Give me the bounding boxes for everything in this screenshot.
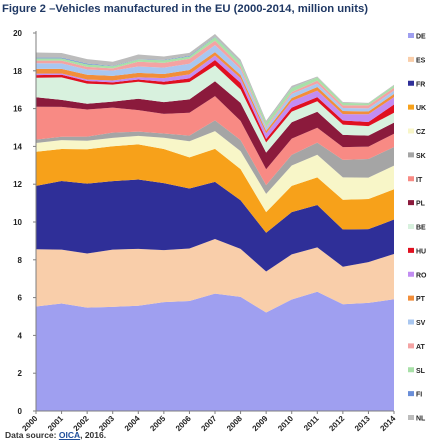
x-tick-label: 2013	[353, 414, 372, 433]
x-tick-label: 2010	[276, 414, 295, 433]
legend-label-fi: FI	[416, 392, 422, 399]
legend-swatch-ro	[408, 271, 414, 277]
legend-label-sv: SV	[416, 320, 426, 327]
x-tick-label: 2011	[302, 414, 321, 433]
legend-swatch-sl	[408, 367, 414, 373]
data-source-note: Data source: OICA, 2016.	[5, 430, 106, 440]
legend-label-hu: HU	[416, 248, 426, 255]
y-tick-label: 4	[18, 331, 23, 340]
legend-label-at: AT	[416, 344, 426, 351]
area-series-be	[36, 65, 394, 153]
legend-label-sl: SL	[416, 368, 426, 375]
source-prefix: Data source:	[5, 430, 59, 440]
x-tick-label: 2007	[199, 414, 218, 433]
y-tick-label: 0	[18, 407, 23, 416]
legend-label-be: BE	[416, 225, 426, 232]
legend-label-nl: NL	[416, 416, 426, 423]
area-series-uk	[36, 144, 394, 233]
legend-swatch-nl	[408, 415, 414, 420]
legend-swatch-fi	[408, 391, 414, 397]
legend-swatch-fr	[408, 80, 414, 86]
source-suffix: , 2016.	[80, 430, 107, 440]
x-tick-label: 2014	[378, 414, 397, 433]
legend-swatch-at	[408, 343, 414, 349]
legend-swatch-pt	[408, 295, 414, 301]
x-tick-label: 2005	[148, 414, 167, 433]
area-series-pl	[36, 81, 394, 170]
legend-swatch-sv	[408, 319, 414, 325]
area-series-sk	[36, 120, 394, 194]
legend-label-de: DE	[416, 34, 426, 41]
x-tick-label: 2009	[251, 414, 270, 433]
y-tick-label: 16	[13, 105, 22, 114]
legend-label-sk: SK	[416, 153, 426, 160]
y-tick-label: 10	[13, 218, 22, 227]
x-tick-label: 2006	[174, 414, 193, 433]
area-series-de	[36, 291, 394, 411]
area-series-es	[36, 239, 394, 313]
x-tick-label: 2008	[225, 414, 244, 433]
legend-swatch-be	[408, 224, 414, 229]
legend-label-it: IT	[416, 177, 423, 184]
legend-swatch-es	[408, 56, 414, 62]
y-tick-label: 12	[13, 180, 22, 189]
legend-label-es: ES	[416, 57, 426, 64]
legend-swatch-it	[408, 176, 414, 182]
legend-label-pl: PL	[416, 201, 426, 208]
legend-label-ro: RO	[416, 272, 427, 279]
x-tick-label: 2004	[123, 414, 142, 433]
legend-label-pt: PT	[416, 296, 426, 303]
area-series-fr	[36, 179, 394, 272]
legend-swatch-uk	[408, 104, 414, 110]
y-tick-label: 6	[18, 294, 23, 303]
legend-swatch-de	[408, 33, 414, 38]
area-layer	[36, 33, 394, 411]
y-tick-label: 14	[13, 142, 22, 151]
y-tick-label: 2	[18, 369, 23, 378]
x-tick-label: 2012	[327, 414, 346, 433]
source-link[interactable]: OICA	[58, 430, 81, 440]
y-tick-label: 18	[13, 67, 22, 76]
legend-label-fr: FR	[416, 81, 425, 88]
area-series-ro	[36, 55, 394, 140]
area-series-it	[36, 96, 394, 186]
legend-swatch-hu	[408, 247, 414, 253]
legend-swatch-sk	[408, 152, 414, 158]
area-series-cz	[36, 131, 394, 213]
y-tick-label: 20	[13, 29, 22, 38]
legend-label-cz: CZ	[416, 129, 426, 136]
area-series-pt	[36, 52, 394, 134]
legend-swatch-pl	[408, 200, 414, 206]
legend-label-uk: UK	[416, 105, 426, 112]
y-tick-label: 8	[18, 256, 23, 265]
legend: DE ES FR UK CZ SK IT PL BE HU RO PT SV AT SL FI NL	[408, 33, 427, 423]
chart-title: Figure 2 –Vehicles manufactured in the E…	[2, 3, 369, 15]
legend-swatch-cz	[408, 128, 414, 134]
